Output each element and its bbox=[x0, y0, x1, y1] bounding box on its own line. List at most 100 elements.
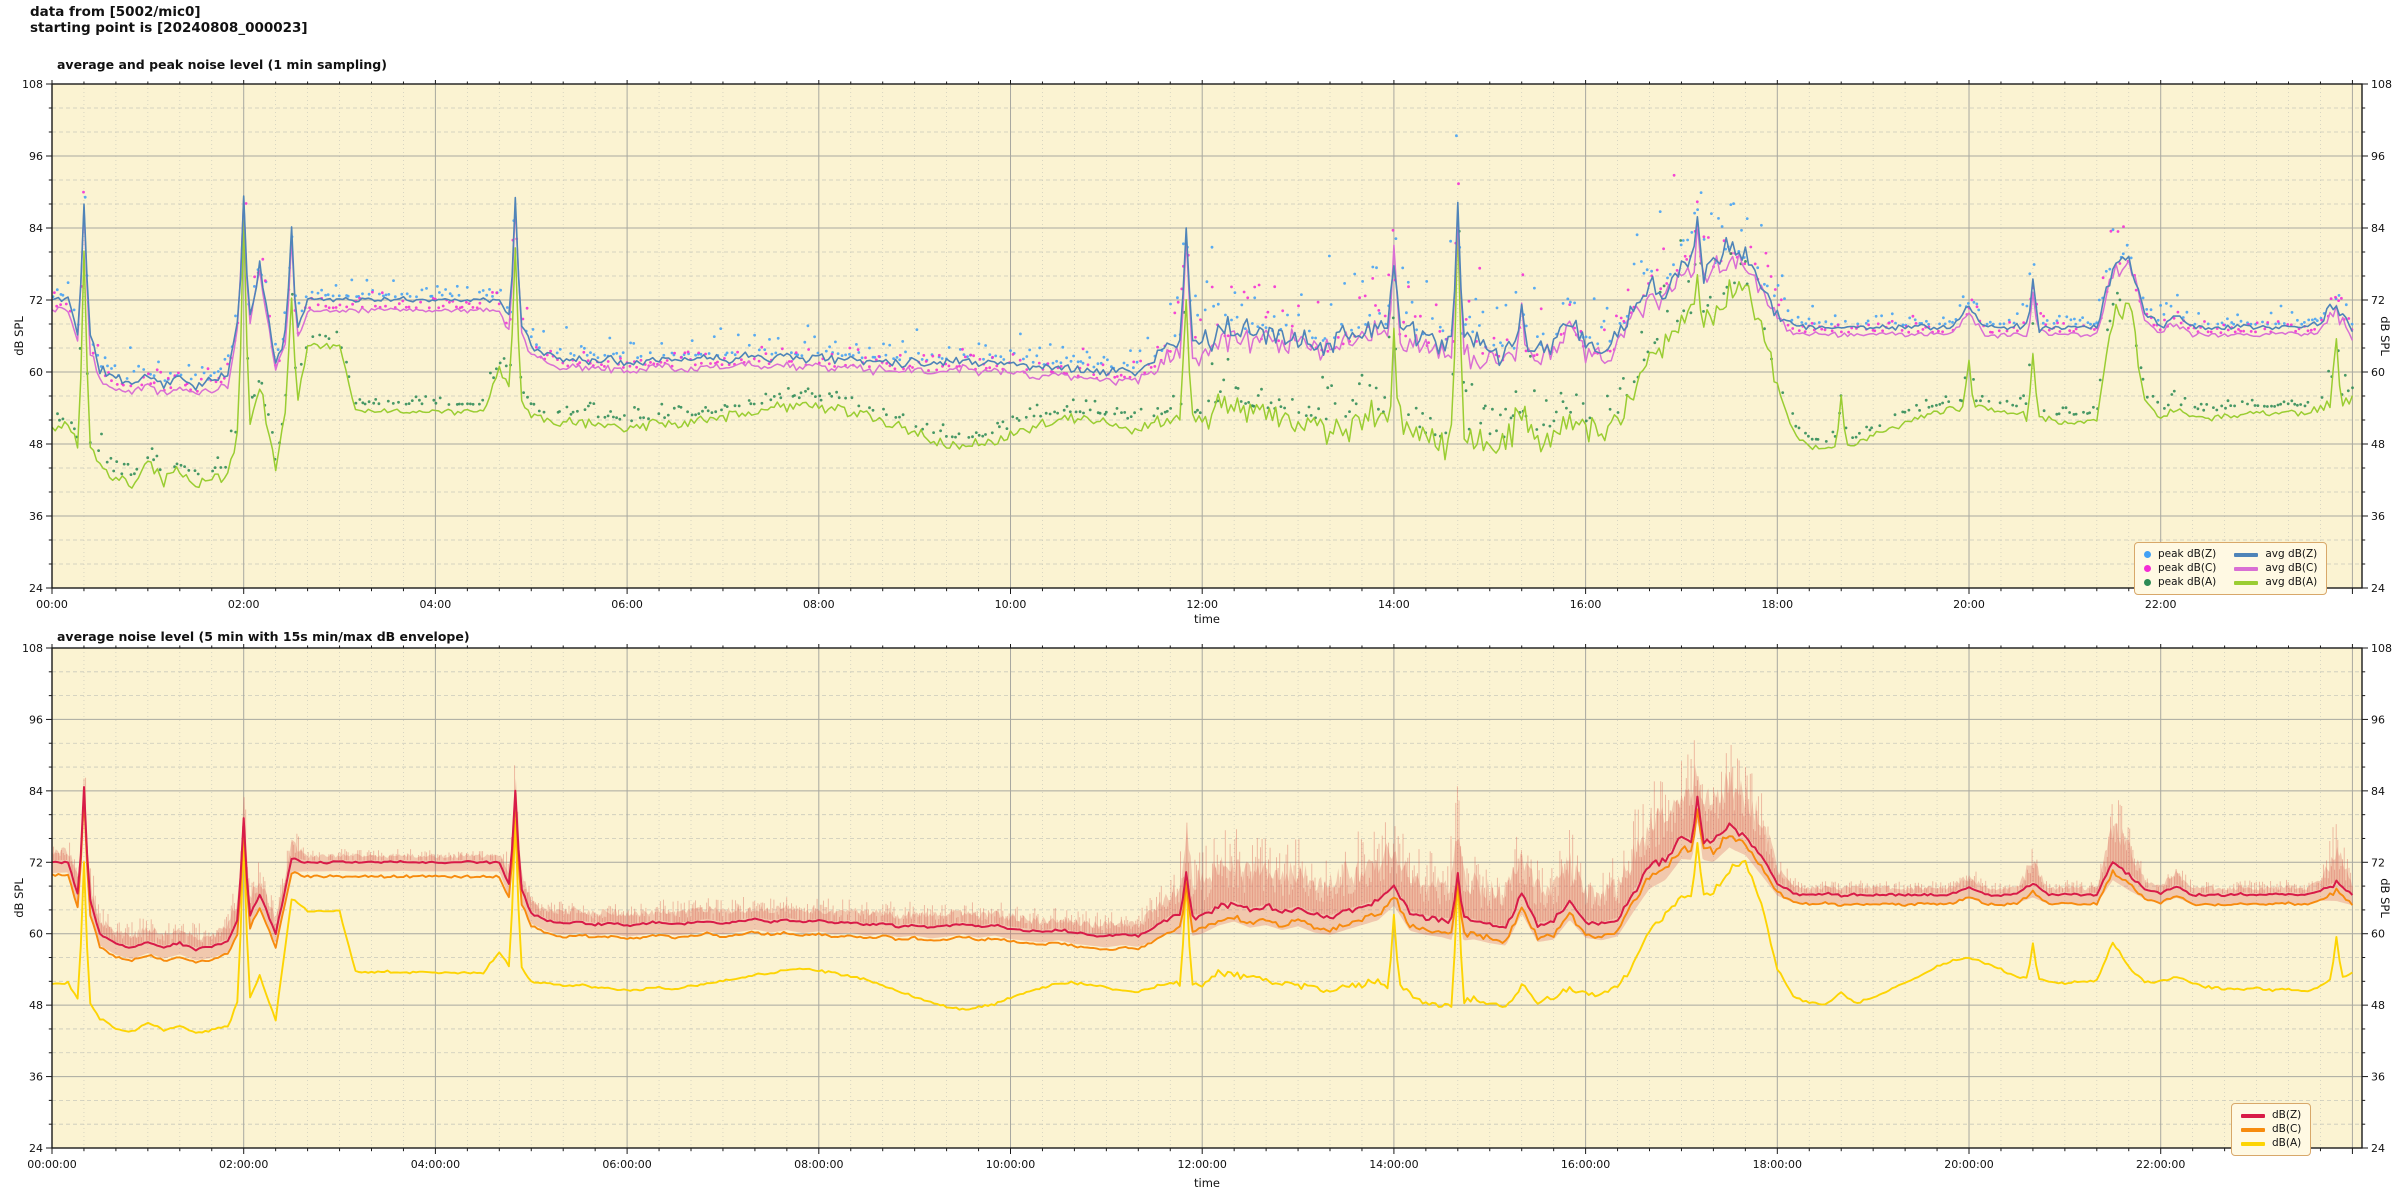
chart2-xlabel: time bbox=[1194, 1176, 1220, 1190]
legend-dot-swatch-icon bbox=[2144, 551, 2151, 558]
chart1-y-ticklabel-left: 84 bbox=[29, 222, 43, 235]
legend-label: avg dB(Z) bbox=[2265, 548, 2318, 560]
legend-line-swatch-icon bbox=[2241, 1127, 2265, 1132]
legend-label: peak dB(A) bbox=[2158, 576, 2217, 588]
legend-label: dB(Z) bbox=[2272, 1109, 2302, 1121]
legend-item: avg dB(Z) bbox=[2234, 548, 2317, 561]
chart1-y-ticklabel-left: 36 bbox=[29, 510, 43, 523]
chart2-ylabel-right: dB SPL bbox=[2378, 878, 2392, 918]
chart1-plot: 00:00 02:00 04:00 06:00 08:00 10:00 12:00 14:00… bbox=[22, 78, 2392, 611]
legend-column: avg dB(Z) avg dB(C) avg dB(A) bbox=[2234, 548, 2317, 589]
legend-label: peak dB(C) bbox=[2158, 562, 2217, 574]
legend-line-swatch-icon bbox=[2234, 566, 2259, 571]
legend-item: dB(Z) bbox=[2241, 1109, 2301, 1122]
chart1-x-ticklabel: 06:00 bbox=[611, 598, 643, 611]
chart2-y-ticklabel-right: 36 bbox=[2371, 1071, 2385, 1084]
chart1-x-ticklabel: 08:00 bbox=[803, 598, 835, 611]
chart1-y-ticklabel-left: 96 bbox=[29, 150, 43, 163]
chart1-y-ticklabel-left: 24 bbox=[29, 582, 43, 595]
legend-label: dB(C) bbox=[2272, 1123, 2302, 1135]
chart2-x-ticklabel: 06:00:00 bbox=[602, 1158, 651, 1171]
chart1-title: average and peak noise level (1 min samp… bbox=[57, 57, 387, 72]
chart1-y-ticklabel-right: 24 bbox=[2371, 582, 2385, 595]
chart2-y-ticklabel-right: 72 bbox=[2371, 856, 2385, 869]
chart2-y-ticklabel-right: 48 bbox=[2371, 999, 2385, 1012]
chart2-y-ticklabel-right: 96 bbox=[2371, 713, 2385, 726]
chart2-ylabel-left: dB SPL bbox=[12, 878, 26, 918]
chart2-legend: dB(Z) dB(C) dB(A) bbox=[2231, 1103, 2312, 1156]
legend-column: dB(Z) dB(C) dB(A) bbox=[2241, 1109, 2301, 1150]
legend-dot-swatch-icon bbox=[2144, 579, 2151, 586]
chart1-ylabel-right: dB SPL bbox=[2378, 316, 2392, 356]
chart1-y-ticklabel-left: 48 bbox=[29, 438, 43, 451]
legend-line-swatch-icon bbox=[2234, 580, 2259, 585]
chart1-y-ticklabel-right: 84 bbox=[2371, 222, 2385, 235]
legend-item: peak dB(A) bbox=[2144, 576, 2216, 589]
chart2-x-ticklabel: 14:00:00 bbox=[1369, 1158, 1418, 1171]
chart2-y-ticklabel-left: 24 bbox=[29, 1142, 43, 1155]
chart2-y-ticklabel-right: 60 bbox=[2371, 928, 2385, 941]
chart2-x-ticklabel: 18:00:00 bbox=[1753, 1158, 1802, 1171]
chart1-y-ticklabel-left: 60 bbox=[29, 366, 43, 379]
chart1-y-ticklabel-left: 108 bbox=[22, 78, 43, 91]
chart2-plot: 00:00:00 02:00:00 04:00:00 06:00:00 08:00:00… bbox=[22, 642, 2392, 1171]
legend-item: peak dB(Z) bbox=[2144, 548, 2216, 561]
chart2-y-ticklabel-right: 108 bbox=[2371, 642, 2392, 655]
chart2-x-ticklabel: 00:00:00 bbox=[27, 1158, 76, 1171]
chart1-x-ticklabel: 18:00 bbox=[1761, 598, 1793, 611]
chart1-x-ticklabel: 02:00 bbox=[228, 598, 260, 611]
chart2-y-ticklabel-left: 60 bbox=[29, 928, 43, 941]
chart2-x-ticklabel: 10:00:00 bbox=[986, 1158, 1035, 1171]
legend-item: dB(A) bbox=[2241, 1137, 2301, 1150]
legend-item: dB(C) bbox=[2241, 1123, 2301, 1136]
chart2-x-ticklabel: 16:00:00 bbox=[1561, 1158, 1610, 1171]
chart1-y-ticklabel-left: 72 bbox=[29, 294, 43, 307]
legend-item: avg dB(C) bbox=[2234, 562, 2317, 575]
legend-column: peak dB(Z) peak dB(C) peak dB(A) bbox=[2144, 548, 2216, 589]
chart1-y-ticklabel-right: 60 bbox=[2371, 366, 2385, 379]
chart2-title: average noise level (5 min with 15s min/… bbox=[57, 629, 470, 644]
chart2-y-ticklabel-left: 48 bbox=[29, 999, 43, 1012]
legend-line-swatch-icon bbox=[2241, 1141, 2265, 1146]
legend-line-swatch-icon bbox=[2241, 1113, 2265, 1118]
legend-line-swatch-icon bbox=[2234, 552, 2259, 557]
chart1-data bbox=[52, 134, 2354, 489]
legend-dot-swatch-icon bbox=[2144, 565, 2151, 572]
legend-item: avg dB(A) bbox=[2234, 576, 2317, 589]
chart2-x-ticklabel: 04:00:00 bbox=[411, 1158, 460, 1171]
chart2-y-ticklabel-left: 36 bbox=[29, 1071, 43, 1084]
chart1-xlabel: time bbox=[1194, 612, 1220, 626]
chart2-y-ticklabel-left: 108 bbox=[22, 642, 43, 655]
chart2-x-ticklabel: 22:00:00 bbox=[2136, 1158, 2185, 1171]
chart1-x-ticklabel: 14:00 bbox=[1378, 598, 1410, 611]
chart2-y-ticklabel-left: 96 bbox=[29, 713, 43, 726]
legend-label: dB(A) bbox=[2272, 1137, 2302, 1149]
chart2-data bbox=[52, 740, 2354, 1034]
legend-label: avg dB(A) bbox=[2265, 576, 2318, 588]
chart1-y-ticklabel-right: 36 bbox=[2371, 510, 2385, 523]
chart1-y-ticklabel-right: 72 bbox=[2371, 294, 2385, 307]
chart1-ylabel-left: dB SPL bbox=[12, 316, 26, 356]
chart1-x-ticklabel: 10:00 bbox=[995, 598, 1027, 611]
chart2-y-ticklabel-right: 84 bbox=[2371, 785, 2385, 798]
legend-label: peak dB(Z) bbox=[2158, 548, 2217, 560]
chart2-x-ticklabel: 08:00:00 bbox=[794, 1158, 843, 1171]
chart1-x-ticklabel: 00:00 bbox=[36, 598, 68, 611]
chart2-x-ticklabel: 20:00:00 bbox=[1944, 1158, 1993, 1171]
header-line2: starting point is [20240808_000023] bbox=[30, 20, 308, 36]
chart1-y-ticklabel-right: 48 bbox=[2371, 438, 2385, 451]
legend-item: peak dB(C) bbox=[2144, 562, 2216, 575]
chart2-y-ticklabel-right: 24 bbox=[2371, 1142, 2385, 1155]
chart2-x-ticklabel: 02:00:00 bbox=[219, 1158, 268, 1171]
chart2-x-ticklabel: 12:00:00 bbox=[1177, 1158, 1226, 1171]
chart1-x-ticklabel: 22:00 bbox=[2145, 598, 2177, 611]
chart2-y-ticklabel-left: 72 bbox=[29, 856, 43, 869]
chart2-y-ticklabel-left: 84 bbox=[29, 785, 43, 798]
chart1-y-ticklabel-right: 108 bbox=[2371, 78, 2392, 91]
chart1-x-ticklabel: 04:00 bbox=[420, 598, 452, 611]
chart1-x-ticklabel: 20:00 bbox=[1953, 598, 1985, 611]
chart1-x-ticklabel: 16:00 bbox=[1570, 598, 1602, 611]
header-line1: data from [5002/mic0] bbox=[30, 4, 201, 20]
